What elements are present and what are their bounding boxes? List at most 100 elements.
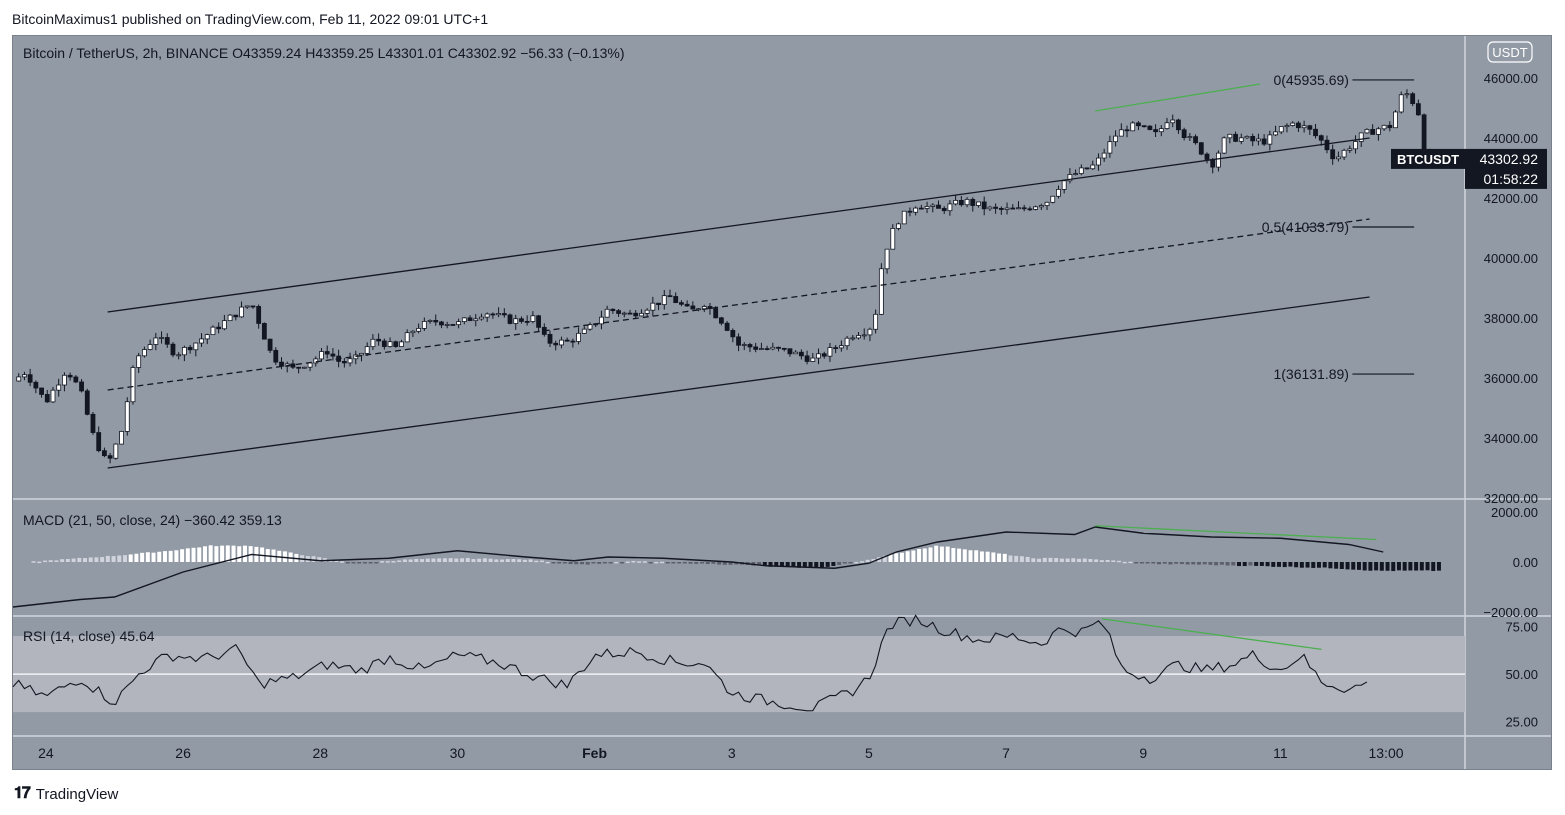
macd-histogram-bar <box>231 545 236 562</box>
candle-down <box>1176 119 1181 131</box>
candle-up <box>1398 94 1404 113</box>
macd-histogram-bar <box>454 558 459 562</box>
candle-down <box>1370 129 1376 135</box>
macd-histogram-bar <box>791 562 796 567</box>
candle-down <box>250 305 256 308</box>
candle-down <box>1233 133 1238 142</box>
candle-up <box>473 318 479 322</box>
macd-histogram-bar <box>82 558 87 562</box>
macd-histogram-bar <box>380 561 385 563</box>
ohlc-high-label: H <box>305 45 315 61</box>
candle-down <box>267 338 273 351</box>
candle-down <box>804 355 810 362</box>
macd-histogram-bar <box>637 561 642 563</box>
macd-histogram-bar <box>1379 562 1384 571</box>
price-axis-tick: 40000.00 <box>1484 251 1538 266</box>
candle-down <box>998 208 1004 210</box>
candle-down <box>673 296 679 304</box>
candle-down <box>981 201 987 210</box>
macd-histogram-bar <box>334 560 339 562</box>
candle-up <box>227 314 233 322</box>
candle-up <box>1341 149 1347 158</box>
macd-histogram-bar <box>591 562 596 564</box>
candle-up <box>159 337 164 339</box>
candle-up <box>890 228 896 250</box>
candle-down <box>330 353 336 357</box>
candle-down <box>719 317 724 324</box>
symbol-tag: BTCUSDT <box>1397 152 1459 167</box>
candle-down <box>970 198 976 206</box>
candle-up <box>639 312 644 317</box>
candle-up <box>1301 125 1307 129</box>
macd-histogram-bar <box>488 558 493 562</box>
candle-up <box>1238 137 1244 142</box>
candle-down <box>1153 129 1158 133</box>
macd-histogram-bar <box>648 562 653 564</box>
macd-histogram-bar <box>465 557 470 562</box>
candle-up <box>987 206 993 210</box>
macd-histogram-bar <box>528 559 533 562</box>
candle-up <box>770 346 776 350</box>
candle-down <box>296 366 302 369</box>
candle-down <box>107 455 113 459</box>
ohlc-close: 43302.92 <box>458 45 520 61</box>
macd-histogram-bar <box>779 562 784 567</box>
macd-histogram-bar <box>1105 559 1110 562</box>
candle-down <box>1250 136 1256 142</box>
candle-up <box>221 320 227 330</box>
macd-histogram-bar <box>94 557 99 562</box>
candle-up <box>1107 141 1113 154</box>
candle-up <box>913 207 919 213</box>
macd-histogram-bar <box>1396 562 1401 571</box>
macd-histogram-bar <box>31 561 36 563</box>
candle-up <box>930 204 936 207</box>
macd-histogram-bar <box>1339 562 1344 569</box>
macd-histogram-bar <box>1008 555 1013 562</box>
candle-up <box>1158 128 1164 133</box>
macd-histogram-bar <box>951 548 956 562</box>
candle-down <box>707 306 713 309</box>
candle-down <box>1296 122 1301 129</box>
candle-down <box>67 374 73 378</box>
tradingview-brand[interactable]: 𝟏𝟕 TradingView <box>14 785 118 803</box>
candle-down <box>102 450 107 457</box>
macd-histogram-bar <box>979 551 984 562</box>
macd-histogram-bar <box>1191 562 1196 565</box>
macd-histogram-bar <box>420 559 425 562</box>
candle-down <box>1198 142 1204 155</box>
ohlc-open-label: O <box>232 45 243 61</box>
candle-down <box>907 210 913 213</box>
candle-down <box>747 344 753 348</box>
macd-histogram-bar <box>997 553 1002 562</box>
trendline-price-divergence <box>1095 83 1260 112</box>
candle-down <box>690 305 696 310</box>
macd-histogram-bar <box>505 559 510 562</box>
macd-histogram-bar <box>511 559 516 562</box>
macd-histogram-bar <box>1088 558 1093 562</box>
candle-up <box>1004 207 1010 210</box>
candle-up <box>1078 167 1084 174</box>
macd-histogram-bar <box>37 561 42 564</box>
candle-up <box>136 355 142 368</box>
candle-down <box>730 330 736 338</box>
candle-down <box>381 340 387 347</box>
macd-histogram-bar <box>43 560 48 563</box>
macd-histogram-bar <box>1425 562 1430 571</box>
candle-down <box>798 351 804 357</box>
candle-up <box>1267 134 1273 145</box>
candle-up <box>838 345 844 349</box>
candle-up <box>496 313 501 316</box>
macd-histogram-bar <box>317 557 322 562</box>
time-axis-tick: 3 <box>728 745 736 761</box>
candle-up <box>56 384 62 391</box>
candle-down <box>633 312 639 317</box>
candle-up <box>661 295 667 306</box>
candle-down <box>467 317 473 322</box>
candle-up <box>359 352 364 356</box>
candle-up <box>404 332 410 343</box>
macd-histogram-bar <box>140 552 145 562</box>
macd-histogram-bar <box>562 562 567 564</box>
candle-up <box>827 347 833 357</box>
fib-level-label: 0(45935.69) <box>1273 72 1349 88</box>
